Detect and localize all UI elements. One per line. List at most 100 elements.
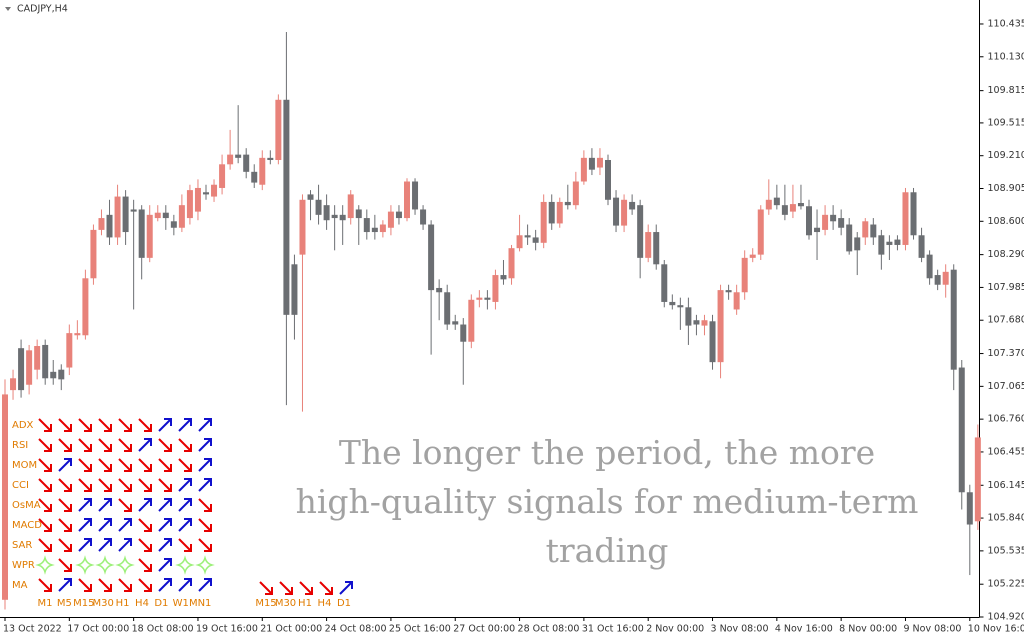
signal-arrow — [158, 418, 172, 432]
candle-body — [74, 333, 81, 336]
candle-body — [862, 221, 869, 238]
x-tick-label: 17 Oct 00:00 — [67, 624, 129, 635]
candle-body — [645, 232, 652, 258]
x-tick-label: 2 Nov 00:00 — [646, 624, 704, 635]
indicator-name: RSI — [12, 440, 28, 451]
summary-timeframe-label: D1 — [337, 598, 351, 609]
candle-body — [412, 181, 419, 210]
signal-arrow — [38, 578, 52, 592]
candle-body — [162, 212, 169, 219]
indicator-name: MOM — [12, 460, 37, 471]
candle-body — [436, 287, 443, 293]
summary-arrow — [259, 581, 273, 595]
candle-body — [307, 194, 314, 200]
y-tick-label: 105.840 — [988, 513, 1024, 524]
candle-body — [621, 199, 628, 226]
signal-arrow — [158, 458, 172, 472]
candle-body — [428, 224, 435, 291]
menu-triangle[interactable] — [5, 7, 11, 11]
signal-arrow — [78, 578, 92, 592]
candle-body — [460, 324, 467, 342]
indicator-name: SAR — [12, 540, 32, 551]
candle-body — [500, 275, 507, 280]
signal-arrow — [118, 538, 132, 552]
candle-body — [219, 164, 226, 188]
y-tick-label: 106.455 — [988, 446, 1024, 457]
signal-arrow — [198, 438, 212, 452]
signal-arrow — [198, 418, 212, 432]
signal-arrow — [78, 498, 92, 512]
candle-body — [797, 203, 804, 207]
signal-arrow — [158, 578, 172, 592]
candle-body — [532, 237, 539, 243]
candle-body — [629, 201, 636, 210]
signal-arrow — [158, 478, 172, 492]
candle-body — [420, 209, 427, 225]
indicator-name: MACD — [12, 520, 42, 531]
candle-body — [2, 394, 8, 600]
signal-arrow — [98, 438, 112, 452]
candle-body — [42, 344, 49, 379]
candle-body — [492, 275, 499, 302]
candle-body — [347, 194, 354, 219]
candle-body — [186, 190, 193, 219]
candle-body — [154, 212, 161, 219]
signal-arrow — [178, 518, 192, 532]
signal-arrow — [38, 538, 52, 552]
candle-body — [516, 235, 523, 249]
candle-body — [556, 201, 563, 224]
candle-body — [114, 196, 121, 238]
summary-arrow — [279, 581, 293, 595]
signal-arrow — [138, 518, 152, 532]
candle-body — [283, 99, 290, 315]
signal-arrow — [38, 518, 52, 532]
signal-arrow — [58, 518, 72, 532]
signal-arrow — [38, 438, 52, 452]
signal-arrow — [98, 538, 112, 552]
signal-arrow — [58, 538, 72, 552]
candle-body — [444, 292, 451, 325]
candle-body — [508, 248, 515, 279]
signal-arrow — [195, 555, 215, 575]
candle-body — [596, 157, 603, 168]
candle-body — [291, 264, 298, 315]
y-tick-label: 108.290 — [988, 249, 1024, 260]
signal-arrow — [78, 518, 92, 532]
x-tick-label: 10 Nov 16:00 — [968, 624, 1024, 635]
signal-arrow — [178, 578, 192, 592]
candle-body — [974, 437, 981, 522]
signal-arrow — [158, 538, 172, 552]
signal-arrow — [58, 438, 72, 452]
candle-body — [178, 205, 185, 228]
y-tick-label: 105.535 — [988, 545, 1024, 556]
candle-body — [130, 209, 137, 212]
candle-body — [251, 171, 258, 183]
signal-arrow — [138, 438, 152, 452]
indicator-name: ADX — [12, 420, 34, 431]
signal-arrow — [58, 578, 72, 592]
signal-arrow — [178, 538, 192, 552]
candle-body — [34, 346, 41, 370]
signal-arrow — [78, 538, 92, 552]
candle-body — [846, 224, 853, 252]
summary-timeframe-label: H1 — [298, 598, 312, 609]
signal-arrow — [178, 418, 192, 432]
candle-body — [958, 367, 965, 493]
y-tick-label: 105.225 — [988, 579, 1024, 590]
signal-arrow — [38, 498, 52, 512]
signal-arrow — [198, 538, 212, 552]
y-tick-label: 109.515 — [988, 117, 1024, 128]
candle-body — [379, 224, 386, 233]
candle-body — [26, 350, 33, 385]
candle-body — [894, 239, 901, 245]
candle-body — [677, 305, 684, 308]
x-tick-label: 4 Nov 16:00 — [775, 624, 833, 635]
signal-arrow — [75, 555, 95, 575]
candle-body — [299, 199, 306, 255]
candle-body — [106, 214, 113, 238]
candle-body — [814, 227, 821, 233]
candle-body — [773, 197, 780, 206]
y-tick-label: 107.680 — [988, 315, 1024, 326]
signal-arrow — [178, 498, 192, 512]
candle-body — [733, 292, 740, 310]
